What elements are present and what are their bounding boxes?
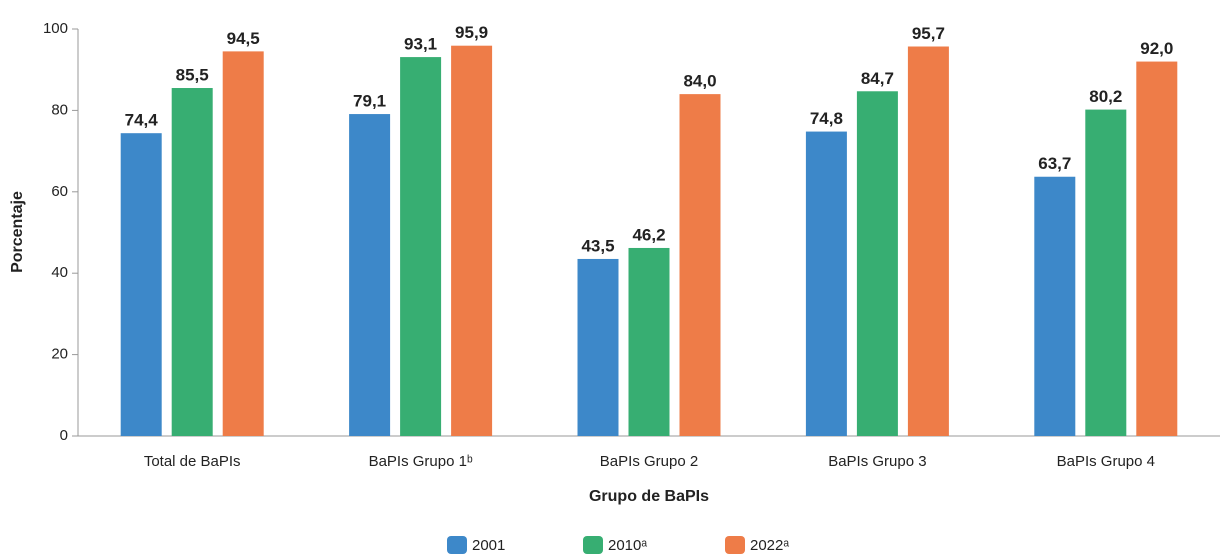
bar — [171, 88, 213, 436]
value-label: 94,5 — [227, 29, 260, 48]
bar — [679, 94, 721, 437]
value-label: 85,5 — [176, 65, 209, 84]
y-tick-label: 0 — [60, 427, 68, 444]
bar — [856, 91, 898, 437]
value-label: 84,0 — [683, 72, 716, 91]
value-label: 92,0 — [1140, 39, 1173, 58]
legend-swatch — [583, 536, 603, 554]
x-axis-label: Grupo de BaPIs — [589, 488, 709, 505]
bar — [222, 51, 264, 436]
legend-swatch — [447, 536, 467, 554]
value-label: 95,7 — [912, 24, 945, 43]
bar — [1034, 176, 1076, 436]
legend-label: 2010ᵃ — [608, 537, 647, 554]
value-label: 95,9 — [455, 23, 488, 42]
value-label: 46,2 — [632, 225, 665, 244]
bar — [1136, 61, 1178, 437]
x-tick-label: BaPIs Grupo 3 — [828, 453, 926, 470]
value-label: 79,1 — [353, 92, 386, 111]
value-label: 43,5 — [581, 236, 614, 255]
value-label: 84,7 — [861, 69, 894, 88]
x-tick-label: Total de BaPIs — [144, 453, 241, 470]
bar — [907, 46, 949, 436]
value-label: 63,7 — [1038, 154, 1071, 173]
bar — [1085, 109, 1127, 436]
x-tick-label: BaPIs Grupo 2 — [600, 453, 698, 470]
y-tick-label: 100 — [43, 20, 68, 37]
bar — [451, 45, 493, 436]
y-tick-label: 20 — [51, 346, 68, 363]
y-axis-label: Porcentaje — [9, 191, 26, 273]
y-tick-label: 80 — [51, 101, 68, 118]
y-tick-label: 60 — [51, 183, 68, 200]
x-tick-label: BaPIs Grupo 1ᵇ — [369, 453, 473, 470]
value-label: 74,4 — [125, 111, 159, 130]
legend-label: 2001 — [472, 537, 505, 554]
bar — [805, 131, 847, 436]
bar — [400, 57, 442, 436]
bar — [577, 258, 619, 436]
bar — [120, 133, 162, 436]
value-label: 93,1 — [404, 35, 437, 54]
bar — [349, 114, 391, 437]
x-tick-label: BaPIs Grupo 4 — [1057, 453, 1155, 470]
value-label: 80,2 — [1089, 87, 1122, 106]
bar — [628, 247, 670, 436]
y-tick-label: 40 — [51, 264, 68, 281]
value-label: 74,8 — [810, 109, 843, 128]
legend-swatch — [725, 536, 745, 554]
legend-label: 2022ᵃ — [750, 537, 789, 554]
